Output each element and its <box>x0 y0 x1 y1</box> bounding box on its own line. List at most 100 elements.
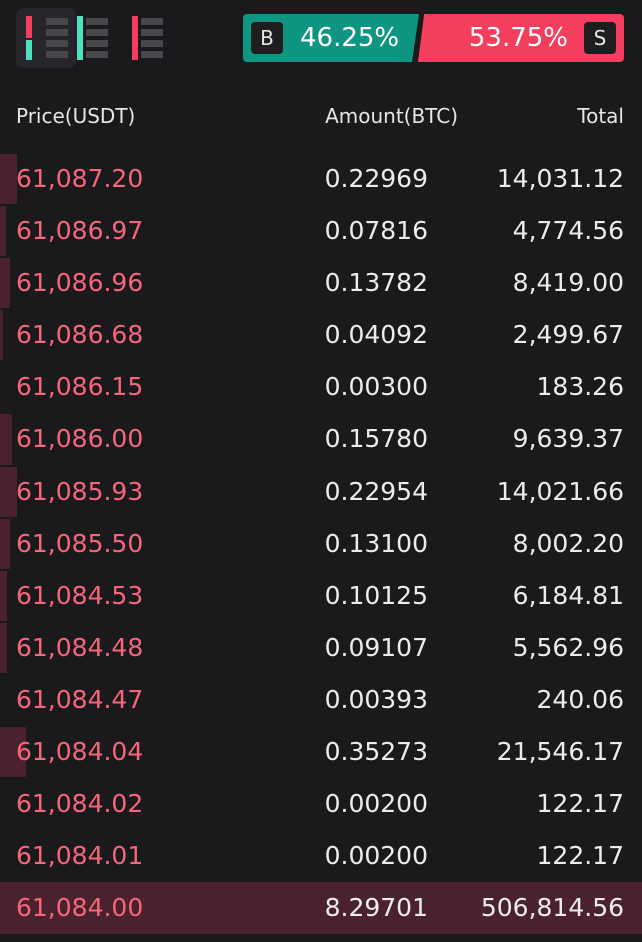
order-row[interactable]: 61,084.04 0.35273 21,546.17 <box>0 726 642 778</box>
total-cell: 240.06 <box>536 684 624 714</box>
depth-bar <box>0 206 6 257</box>
order-row[interactable]: 61,086.96 0.13782 8,419.00 <box>0 257 642 309</box>
toolbar: B 46.25% 53.75% S <box>0 0 642 80</box>
list-line <box>46 18 68 25</box>
order-row[interactable]: 61,084.00 8.29701 506,814.56 <box>0 882 642 935</box>
buy-percent: 46.25% <box>300 23 400 53</box>
depth-bar <box>0 154 17 205</box>
buy-ratio: B 46.25% <box>243 14 419 62</box>
depth-bar <box>0 466 17 517</box>
amount-cell: 0.10125 <box>324 580 428 610</box>
depth-bar <box>0 622 7 673</box>
price-cell: 61,084.00 <box>16 893 144 923</box>
price-cell: 61,086.00 <box>16 424 144 454</box>
order-row[interactable]: 61,084.01 0.00200 122.17 <box>0 830 642 882</box>
price-cell: 61,084.04 <box>16 737 144 767</box>
view-both-button[interactable] <box>16 8 76 68</box>
list-line <box>141 51 163 58</box>
sell-tag: S <box>584 22 616 54</box>
price-cell: 61,085.93 <box>16 476 144 506</box>
total-cell: 183.26 <box>536 372 624 402</box>
list-line <box>86 18 108 25</box>
amount-cell: 0.04092 <box>324 320 428 350</box>
depth-bar <box>0 518 10 569</box>
price-cell: 61,084.01 <box>16 841 144 871</box>
buy-indicator <box>26 40 32 60</box>
order-row[interactable]: 61,084.53 0.10125 6,184.81 <box>0 570 642 622</box>
list-line <box>46 29 68 36</box>
depth-bar <box>0 310 3 361</box>
sell-indicator <box>132 16 138 60</box>
ask-list: 61,087.20 0.22969 14,031.12 61,086.97 0.0781… <box>0 153 642 935</box>
total-cell: 6,184.81 <box>512 580 624 610</box>
total-cell: 21,546.17 <box>496 737 624 767</box>
order-row[interactable]: 61,086.00 0.15780 9,639.37 <box>0 413 642 465</box>
total-cell: 506,814.56 <box>480 893 624 923</box>
total-cell: 122.17 <box>536 841 624 871</box>
list-line <box>141 18 163 25</box>
price-cell: 61,084.48 <box>16 632 144 662</box>
amount-cell: 0.13100 <box>324 528 428 558</box>
list-line <box>46 40 68 47</box>
depth-bar <box>0 570 7 621</box>
amount-header: Amount(BTC) <box>325 104 458 128</box>
sell-indicator <box>26 16 32 38</box>
buy-indicator <box>77 16 83 60</box>
list-line <box>86 40 108 47</box>
total-cell: 5,562.96 <box>512 632 624 662</box>
total-cell: 4,774.56 <box>512 216 624 246</box>
order-row[interactable]: 61,084.47 0.00393 240.06 <box>0 674 642 726</box>
order-row[interactable]: 61,086.97 0.07816 4,774.56 <box>0 205 642 257</box>
total-cell: 8,002.20 <box>512 528 624 558</box>
total-cell: 14,031.12 <box>496 164 624 193</box>
total-cell: 122.17 <box>536 789 624 819</box>
amount-cell: 0.09107 <box>324 632 428 662</box>
order-row[interactable]: 61,084.02 0.00200 122.17 <box>0 778 642 830</box>
total-cell: 2,499.67 <box>512 320 624 350</box>
amount-cell: 0.15780 <box>324 424 428 454</box>
total-header: Total <box>577 104 624 128</box>
price-cell: 61,086.68 <box>16 320 144 350</box>
price-cell: 61,084.53 <box>16 580 144 610</box>
amount-cell: 0.07816 <box>324 216 428 246</box>
total-cell: 8,419.00 <box>512 268 624 298</box>
amount-cell: 0.35273 <box>324 737 428 767</box>
amount-cell: 0.00200 <box>324 841 428 871</box>
amount-cell: 0.00300 <box>324 372 428 402</box>
amount-cell: 0.00200 <box>324 789 428 819</box>
amount-cell: 0.22969 <box>324 164 428 193</box>
buy-tag: B <box>251 22 283 54</box>
order-row[interactable]: 61,087.20 0.22969 14,031.12 <box>0 153 642 205</box>
amount-cell: 8.29701 <box>324 893 428 923</box>
price-cell: 61,085.50 <box>16 528 144 558</box>
price-cell: 61,086.15 <box>16 372 144 402</box>
buy-sell-ratio-bar: B 46.25% 53.75% S <box>243 14 624 62</box>
price-cell: 61,084.02 <box>16 789 144 819</box>
order-row[interactable]: 61,085.93 0.22954 14,021.66 <box>0 466 642 518</box>
order-row[interactable]: 61,084.48 0.09107 5,562.96 <box>0 622 642 674</box>
sell-percent: 53.75% <box>468 23 568 53</box>
total-cell: 14,021.66 <box>496 476 624 506</box>
amount-cell: 0.00393 <box>324 684 428 714</box>
list-line <box>46 51 68 58</box>
sell-ratio: 53.75% S <box>418 14 624 62</box>
view-sell-button[interactable] <box>126 8 186 68</box>
price-cell: 61,084.47 <box>16 684 144 714</box>
list-line <box>141 29 163 36</box>
price-header: Price(USDT) <box>16 104 136 128</box>
depth-bar <box>0 414 12 465</box>
list-line <box>86 29 108 36</box>
column-headers: Price(USDT) Amount(BTC) Total <box>0 104 642 136</box>
order-row[interactable]: 61,086.15 0.00300 183.26 <box>0 361 642 413</box>
price-cell: 61,086.96 <box>16 268 144 298</box>
total-cell: 9,639.37 <box>512 424 624 454</box>
list-line <box>141 40 163 47</box>
amount-cell: 0.22954 <box>324 476 428 506</box>
order-row[interactable]: 61,086.68 0.04092 2,499.67 <box>0 309 642 361</box>
price-cell: 61,086.97 <box>16 216 144 246</box>
amount-cell: 0.13782 <box>324 268 428 298</box>
depth-bar <box>0 258 10 309</box>
order-row[interactable]: 61,085.50 0.13100 8,002.20 <box>0 518 642 570</box>
view-buy-button[interactable] <box>71 8 131 68</box>
list-line <box>86 51 108 58</box>
